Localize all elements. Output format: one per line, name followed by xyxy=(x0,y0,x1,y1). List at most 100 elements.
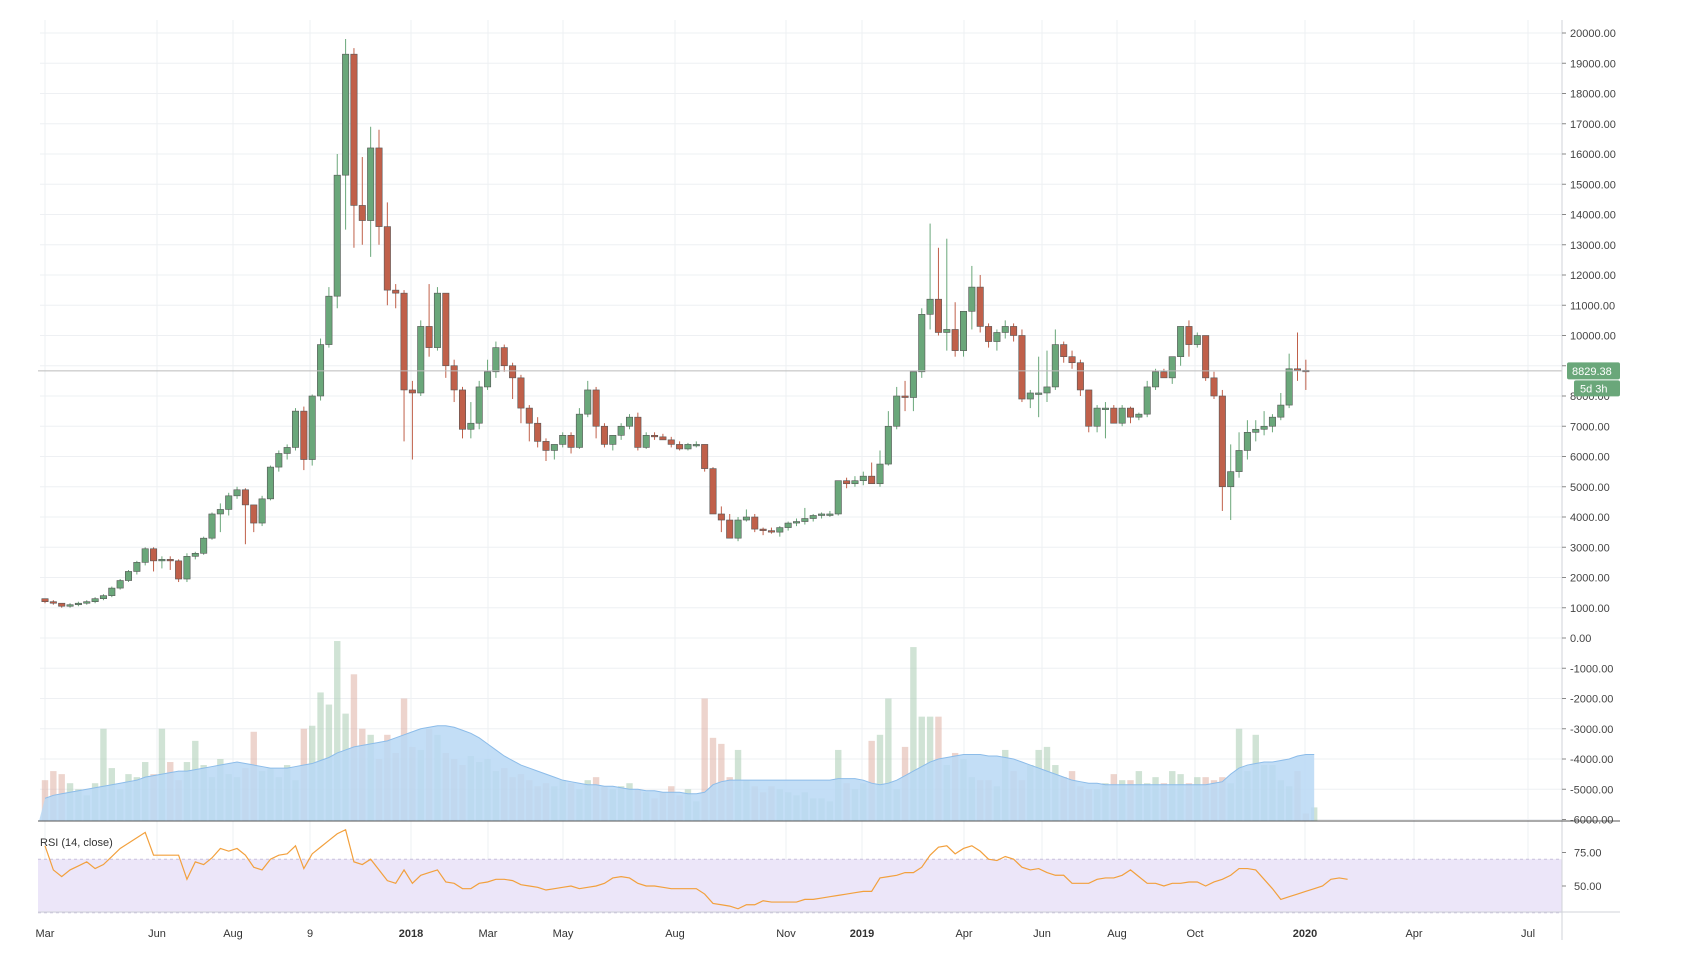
candle-body xyxy=(926,298,934,315)
price-pane xyxy=(38,39,1562,608)
x-tick-label: Aug xyxy=(1107,928,1127,940)
candle-body xyxy=(968,286,976,312)
y-tick-label: 2000.00 xyxy=(1570,573,1610,585)
rsi-y-tick-label: 75.00 xyxy=(1574,848,1602,860)
volume-ma-line xyxy=(44,725,1315,799)
candle-body xyxy=(308,395,316,460)
candle-body xyxy=(609,435,617,445)
candle-body xyxy=(1168,356,1176,379)
candle-body xyxy=(509,365,517,379)
y-tick-label: 13000.00 xyxy=(1570,240,1616,252)
candle-body xyxy=(851,480,859,485)
candle-body xyxy=(1202,335,1210,379)
candle-body xyxy=(625,416,633,427)
candle-body xyxy=(1110,407,1118,424)
candle-body xyxy=(317,344,325,397)
candle-body xyxy=(342,53,350,176)
candle-body xyxy=(1101,407,1109,410)
candle-body xyxy=(1026,392,1034,400)
candle-body xyxy=(375,147,383,227)
candle-body xyxy=(751,516,759,530)
y-tick-label: -1000.00 xyxy=(1570,663,1613,675)
candle-body xyxy=(408,389,416,394)
candle-body xyxy=(1001,326,1009,333)
y-tick-label: -2000.00 xyxy=(1570,694,1613,706)
candle-body xyxy=(1068,356,1076,364)
candle-body xyxy=(918,314,926,373)
candle-body xyxy=(58,602,66,607)
candle-body xyxy=(525,407,533,424)
candle-body xyxy=(550,444,558,451)
candle-body xyxy=(759,528,767,531)
y-tick-label: 6000.00 xyxy=(1570,452,1610,464)
candle-body xyxy=(834,480,842,515)
candle-body xyxy=(417,326,425,394)
candle-body xyxy=(884,425,892,465)
candle-body xyxy=(934,298,942,333)
candle-body xyxy=(208,513,216,539)
candle-body xyxy=(1043,386,1051,394)
candle-body xyxy=(993,332,1001,342)
candle-body xyxy=(659,436,667,441)
candle-body xyxy=(684,444,692,450)
candle-body xyxy=(133,562,141,572)
candle-body xyxy=(1060,344,1068,357)
candle-body xyxy=(843,480,851,485)
candle-body xyxy=(1235,450,1243,472)
candle-body xyxy=(125,571,133,581)
candle-body xyxy=(1152,371,1160,388)
y-tick-label: 20000.00 xyxy=(1570,28,1616,40)
x-tick-label: 2019 xyxy=(850,928,874,940)
candle-body xyxy=(559,435,567,445)
candle-body xyxy=(742,516,750,521)
candle-body xyxy=(959,310,967,351)
candle-body xyxy=(667,439,675,445)
candle-body xyxy=(458,389,466,430)
candle-body xyxy=(826,513,834,516)
x-tick-label: Aug xyxy=(223,928,243,940)
candle-body xyxy=(475,386,483,424)
candle-body xyxy=(116,580,124,589)
candle-body xyxy=(1252,428,1260,433)
last-price-tag[interactable]: 8829.38 5d 3h xyxy=(1567,362,1620,397)
candle-body xyxy=(1051,344,1059,388)
x-tick-label: Jul xyxy=(1521,928,1535,940)
candle-body xyxy=(383,226,391,291)
candle-body xyxy=(1277,404,1285,418)
y-tick-label: 19000.00 xyxy=(1570,58,1616,70)
countdown-tag-bg xyxy=(1574,380,1620,397)
candle-body xyxy=(99,595,107,599)
candle-body xyxy=(166,559,174,562)
x-tick-label: May xyxy=(553,928,574,940)
candle-body xyxy=(191,552,199,557)
candle-body xyxy=(801,518,809,522)
y-tick-label: 7000.00 xyxy=(1570,421,1610,433)
candle-body xyxy=(818,513,826,516)
x-tick-label: Mar xyxy=(36,928,55,940)
x-tick-label: Oct xyxy=(1186,928,1203,940)
candle-body xyxy=(66,604,74,607)
x-tick-label: Aug xyxy=(665,928,685,940)
candle-body xyxy=(901,395,909,398)
volume-bar xyxy=(885,698,892,821)
y-tick-label: 17000.00 xyxy=(1570,119,1616,131)
candle-body xyxy=(1035,392,1043,395)
candle-body xyxy=(584,389,592,415)
candle-body xyxy=(542,441,550,451)
volume-ma-area xyxy=(39,725,1315,821)
candle-body xyxy=(1260,425,1268,430)
candle-body xyxy=(91,598,99,602)
candle-body xyxy=(158,559,166,562)
volume-bar xyxy=(876,734,884,821)
candle-body xyxy=(893,395,901,427)
x-tick-label: 2020 xyxy=(1293,928,1317,940)
candle-body xyxy=(600,425,608,445)
candle-body xyxy=(651,435,659,438)
y-tick-label: 5000.00 xyxy=(1570,482,1610,494)
y-tick-label: -3000.00 xyxy=(1570,724,1613,736)
rsi-y-tick-label: 50.00 xyxy=(1574,881,1602,893)
candle-body xyxy=(943,329,951,333)
candle-body xyxy=(250,504,258,524)
x-tick-label: Mar xyxy=(479,928,498,940)
